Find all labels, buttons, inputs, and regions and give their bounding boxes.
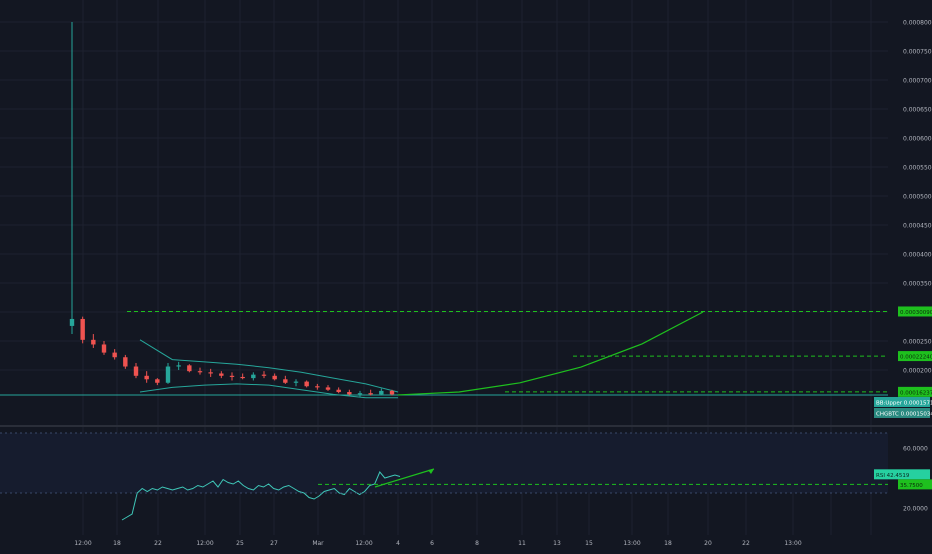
- projection-curve: [397, 311, 704, 396]
- price-tag: [898, 479, 932, 490]
- price-tag-label: CHGBTC 0.00015034: [876, 412, 932, 418]
- candle-body: [368, 393, 373, 395]
- time-tick-label: 4: [396, 540, 400, 547]
- price-tick-label: 0.00025000: [903, 339, 932, 346]
- price-tick-label: 0.00070000: [903, 78, 932, 85]
- candle-body: [197, 371, 203, 373]
- price-tag-label: 35.7500: [900, 483, 923, 489]
- price-tick-label: 0.00020000: [903, 368, 932, 375]
- candle-body: [155, 379, 160, 383]
- rsi-pane-background: [0, 433, 888, 493]
- price-tick-label: 0.00080000: [903, 20, 932, 27]
- candle-body: [293, 381, 299, 383]
- horizontal-levels[interactable]: [0, 310, 888, 396]
- time-tick-label: 12:00: [74, 540, 91, 547]
- price-tick-label: 0.00045000: [903, 223, 932, 230]
- candle-body: [208, 372, 213, 374]
- time-tick-label: 15: [585, 540, 593, 547]
- time-tick-label: 6: [430, 540, 434, 547]
- time-tick-label: 12:00: [355, 540, 372, 547]
- candle-body: [251, 374, 256, 379]
- price-tag: [898, 351, 932, 362]
- price-tick-label: 0.00040000: [903, 252, 932, 259]
- rsi-trend-arrow: [374, 468, 435, 488]
- time-tick-label: 13:00: [784, 540, 801, 547]
- candle-body: [69, 318, 75, 326]
- candle-body: [272, 375, 277, 380]
- time-tick-label: 27: [270, 540, 278, 547]
- candle-body: [379, 390, 384, 395]
- bollinger-bands: [139, 339, 399, 399]
- time-tick-label: 11: [518, 540, 526, 547]
- arrow-head-icon: [428, 469, 434, 474]
- candle-body: [325, 387, 331, 390]
- candle-body: [240, 376, 245, 379]
- price-tag: [898, 386, 932, 397]
- rsi-line: [121, 471, 401, 521]
- candle-body: [304, 381, 309, 387]
- candle-body: [101, 344, 107, 353]
- price-tick-label: 0.00075000: [903, 49, 932, 56]
- price-tag-label: RSI 42.4519: [876, 473, 910, 479]
- price-tag: [874, 408, 930, 418]
- time-tick-label: 22: [154, 540, 162, 547]
- candle-body: [357, 393, 363, 395]
- candle-body: [112, 352, 117, 358]
- candle-body: [144, 375, 149, 380]
- bb-lower-line: [139, 383, 398, 399]
- time-tick-label: 18: [664, 540, 672, 547]
- price-tag-label: 0.00016237: [900, 390, 932, 396]
- time-tick-label: 20: [704, 540, 712, 547]
- bb-upper-line: [139, 339, 399, 393]
- candle-body: [283, 379, 288, 383]
- time-tick-label: 13: [553, 540, 561, 547]
- candle-body: [187, 365, 192, 372]
- rsi-indicator: [0, 432, 888, 521]
- price-tick-label: 0.00055000: [903, 165, 932, 172]
- candle-body: [336, 389, 341, 393]
- price-tag-label: 0.00022240: [900, 355, 932, 361]
- candle-body: [219, 373, 224, 376]
- candle-body: [229, 375, 235, 377]
- time-tick-label: 22: [742, 540, 750, 547]
- price-tag: [874, 469, 930, 480]
- price-tag-label: 0.00030090: [900, 310, 932, 316]
- price-tag-label: BB:Upper 0.00015710: [876, 401, 932, 407]
- candles: [69, 22, 395, 397]
- price-tick-label: 0.00050000: [903, 194, 932, 201]
- time-tick-label: 8: [475, 540, 479, 547]
- candle-body: [123, 357, 128, 367]
- time-tick-label: 25: [236, 540, 244, 547]
- rsi-tick-label: 60.0000: [903, 446, 928, 453]
- candle-body: [91, 339, 96, 345]
- time-tick-label: Mar: [312, 540, 324, 547]
- time-tick-label: 18: [113, 540, 121, 547]
- candle-body: [165, 366, 171, 383]
- candle-body: [389, 390, 395, 395]
- candle-body: [80, 318, 85, 340]
- rsi-tick-label: 20.0000: [903, 506, 928, 513]
- time-tick-label: 12:00: [196, 540, 213, 547]
- price-tag: [898, 306, 932, 317]
- price-tag: [874, 397, 930, 407]
- candle-body: [261, 374, 267, 376]
- price-tick-label: 0.00035000: [903, 281, 932, 288]
- candle-body: [315, 386, 320, 388]
- price-tick-label: 0.00060000: [903, 136, 932, 143]
- candle-body: [133, 366, 139, 376]
- candle-body: [347, 392, 352, 395]
- time-axis: 12:00 18 22 12:00 25 27 Mar 12:00 4 6 8 11 13 15 13:00…: [74, 540, 801, 547]
- time-tick-label: 13:00: [623, 540, 640, 547]
- candle-body: [176, 365, 181, 367]
- price-tags: 0.00030090 0.00022240 0.00016237 BB:Upper 0…: [874, 306, 932, 490]
- price-tick-label: 0.00065000: [903, 107, 932, 114]
